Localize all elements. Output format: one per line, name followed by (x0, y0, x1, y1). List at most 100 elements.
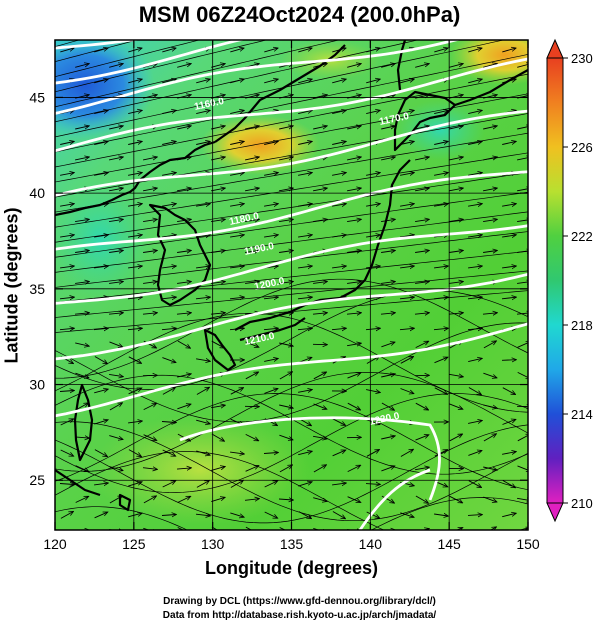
wind-arrow (162, 357, 175, 363)
wind-arrow (381, 436, 395, 440)
wind-arrow (313, 436, 327, 438)
wind-arrow (196, 204, 210, 206)
wind-arrow (230, 110, 244, 115)
wind-arrow (298, 48, 311, 53)
wind-arrow (346, 313, 361, 314)
contour-line (55, 40, 462, 115)
wind-arrow (483, 341, 496, 349)
wind-arrow (332, 266, 346, 268)
wind-arrow (415, 435, 429, 441)
wind-arrow (414, 313, 429, 314)
wind-arrow (109, 466, 122, 471)
wind-arrow (517, 498, 528, 500)
wind-arrow (93, 328, 108, 329)
wind-arrow (468, 110, 482, 115)
wind-arrow (381, 282, 395, 284)
wind-arrow (279, 465, 292, 473)
wind-arrow (517, 282, 528, 284)
wind-arrow (415, 251, 429, 253)
wind-arrow (400, 204, 414, 206)
wind-arrow (517, 371, 528, 378)
wind-arrow (162, 79, 176, 84)
colorbar-body (546, 57, 564, 504)
wind-arrow (196, 359, 210, 361)
wind-arrow (347, 402, 360, 410)
wind-arrow (415, 157, 429, 160)
plot-area: 1160.01170.01180.01190.01200.01210.01220… (55, 40, 528, 530)
coast-mainland-south (55, 469, 101, 497)
wind-arrow (143, 496, 156, 504)
wind-arrow (161, 297, 176, 299)
wind-arrow (516, 313, 528, 314)
wind-arrow (75, 251, 89, 253)
wind-arrow (468, 387, 481, 395)
wind-arrow (60, 512, 73, 519)
y-axis-label: Latitude (degrees) (1, 207, 22, 364)
wind-arrow (60, 266, 74, 268)
wind-arrow (211, 526, 224, 530)
wind-arrow (298, 390, 312, 393)
wind-arrow (381, 466, 394, 472)
wind-arrow (60, 173, 74, 176)
wind-arrow (211, 219, 225, 221)
wind-arrow (229, 297, 244, 299)
wind-arrow (332, 450, 346, 457)
coast-kurils (454, 69, 528, 107)
wind-arrow (467, 328, 482, 329)
wind-arrow (297, 328, 312, 329)
wind-arrow (143, 251, 157, 253)
wind-arrow (449, 64, 463, 68)
contour-line (55, 109, 528, 197)
wind-arrow (263, 328, 278, 329)
wind-arrow (109, 219, 123, 221)
wind-arrow (60, 235, 74, 237)
wind-arrow (128, 513, 142, 518)
streamline (55, 40, 268, 93)
streamline (55, 40, 139, 63)
wind-arrow (298, 79, 312, 84)
wind-arrow (128, 449, 141, 457)
wind-arrow (366, 450, 379, 457)
wind-arrow (162, 48, 175, 53)
wind-arrow (517, 342, 528, 348)
wind-arrow (298, 204, 312, 206)
wind-arrow (399, 297, 414, 299)
wind-arrow (278, 499, 293, 500)
wind-arrow (415, 64, 429, 68)
wind-arrow (142, 313, 157, 314)
wind-arrow (128, 110, 142, 115)
wind-arrow (434, 266, 448, 268)
wind-arrow (162, 142, 176, 145)
wind-arrow (196, 450, 209, 455)
wind-arrow (332, 110, 346, 115)
wind-arrow (467, 297, 482, 299)
wind-arrow (230, 388, 243, 395)
wind-arrow (230, 204, 244, 206)
wind-arrow (517, 64, 528, 68)
wind-arrow (230, 512, 243, 517)
wind-arrow (162, 173, 176, 176)
wind-arrow (365, 297, 380, 299)
wind-arrow (517, 126, 528, 130)
wind-arrow (60, 204, 74, 206)
wind-arrow (449, 434, 462, 442)
wind-arrow (298, 173, 312, 176)
wind-arrow (109, 126, 123, 130)
wind-arrow (366, 511, 380, 518)
wind-arrow (366, 235, 380, 237)
coast-taiwan (73, 383, 94, 462)
wind-arrow (456, 528, 463, 530)
wind-arrow (195, 514, 210, 516)
streamline (55, 506, 188, 530)
wind-arrow (381, 157, 395, 160)
wind-arrow (143, 188, 157, 191)
wind-arrow (434, 450, 447, 457)
wind-arrow (448, 313, 463, 314)
wind-arrow (366, 173, 380, 176)
wind-arrow (502, 452, 516, 455)
wind-arrow (449, 188, 463, 191)
wind-arrow (143, 434, 157, 441)
coast-shikoku (239, 317, 306, 342)
wind-arrow (468, 204, 482, 206)
wind-arrow (230, 173, 244, 176)
